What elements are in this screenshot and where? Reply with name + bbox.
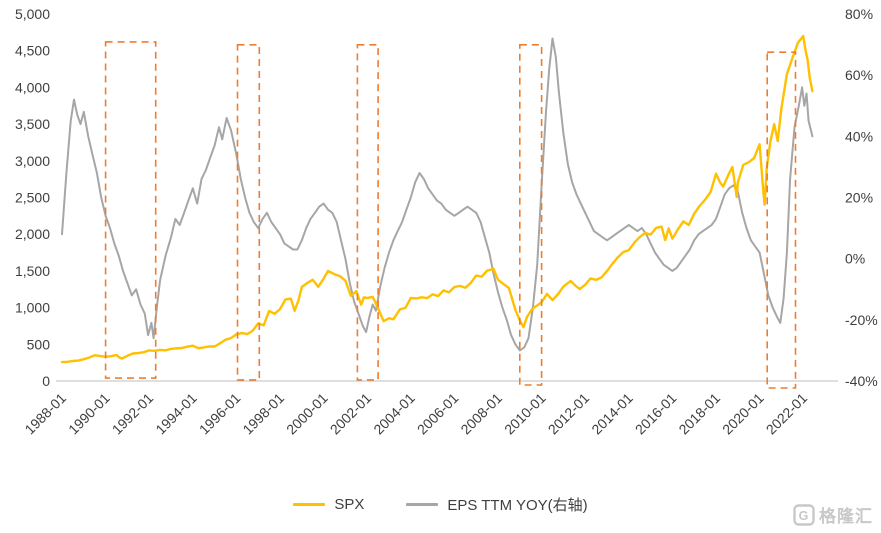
legend-item-eps: EPS TTM YOY(右轴) <box>406 494 588 515</box>
y-left-tick-label: 0 <box>42 373 50 389</box>
y-right-tick-label: -20% <box>845 312 878 328</box>
x-tick-label: 2014-01 <box>588 390 636 438</box>
y-left-tick-label: 5,000 <box>15 6 50 22</box>
legend: SPX EPS TTM YOY(右轴) <box>0 494 881 515</box>
gelonghui-logo-icon: G <box>793 503 815 526</box>
y-left-tick-label: 3,500 <box>15 116 50 132</box>
x-tick-label: 2018-01 <box>675 390 723 438</box>
x-tick-label: 2002-01 <box>327 390 375 438</box>
x-tick-label: 2016-01 <box>632 390 680 438</box>
y-right-tick-label: -40% <box>845 373 878 389</box>
spx-legend-swatch <box>293 503 326 506</box>
highlight-box <box>356 43 379 381</box>
highlight-box <box>766 51 797 389</box>
y-left-tick-label: 4,500 <box>15 43 50 59</box>
x-tick-label: 2000-01 <box>283 390 331 438</box>
x-tick-label: 1998-01 <box>239 390 287 438</box>
legend-item-spx: SPX <box>293 496 364 513</box>
y-left-tick-label: 2,500 <box>15 190 50 206</box>
y-left-tick-label: 4,000 <box>15 79 50 95</box>
y-left-tick-label: 3,000 <box>15 153 50 169</box>
x-tick-label: 1990-01 <box>65 390 113 438</box>
spx-line <box>60 34 814 364</box>
x-tick-label: 2004-01 <box>370 390 418 438</box>
spx-legend-label: SPX <box>334 496 365 513</box>
svg-text:G: G <box>799 509 810 523</box>
x-tick-label: 2008-01 <box>457 390 505 438</box>
watermark: G 格隆汇 <box>793 502 873 527</box>
y-right-tick-label: 20% <box>845 190 873 206</box>
y-right-tick-label: 80% <box>845 6 873 22</box>
highlight-box <box>104 41 157 379</box>
x-tick-label: 2020-01 <box>719 390 767 438</box>
highlight-box <box>236 43 261 381</box>
y-right-tick-label: 60% <box>845 67 873 83</box>
x-tick-label: 2010-01 <box>501 390 549 438</box>
spx-eps-line-chart: 0 500 1,000 1,500 2,000 2,500 3,000 3,500 4,000 4… <box>15 6 878 438</box>
x-tick-label: 2022-01 <box>763 390 811 438</box>
y-left-tick-label: 2,000 <box>15 226 50 242</box>
x-tick-label: 2006-01 <box>414 390 462 438</box>
eps-line <box>61 37 814 352</box>
y-left-tick-label: 1,500 <box>15 263 50 279</box>
y-left-tick-label: 500 <box>27 336 51 352</box>
eps-legend-label: EPS TTM YOY(右轴) <box>447 497 588 514</box>
x-tick-label: 1992-01 <box>109 390 157 438</box>
eps-legend-swatch <box>406 503 439 506</box>
x-tick-label: 1994-01 <box>152 390 200 438</box>
y-left-tick-label: 1,000 <box>15 300 50 316</box>
watermark-text: 格隆汇 <box>819 507 873 526</box>
x-tick-label: 2012-01 <box>545 390 593 438</box>
x-tick-label: 1996-01 <box>196 390 244 438</box>
x-tick-label: 1988-01 <box>21 390 69 438</box>
highlight-box <box>518 43 543 386</box>
y-right-tick-label: 0% <box>845 251 865 267</box>
y-right-tick-label: 40% <box>845 128 873 144</box>
